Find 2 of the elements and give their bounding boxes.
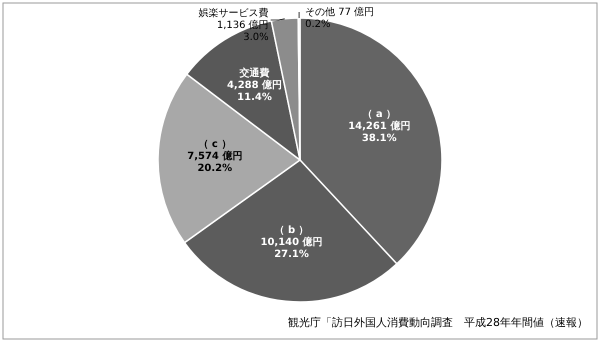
text: 観光庁「訪日外国人消費動向調査 平成28年年間値（速報） bbox=[288, 316, 588, 329]
slice-label: 娯楽サービス費 bbox=[198, 7, 269, 19]
